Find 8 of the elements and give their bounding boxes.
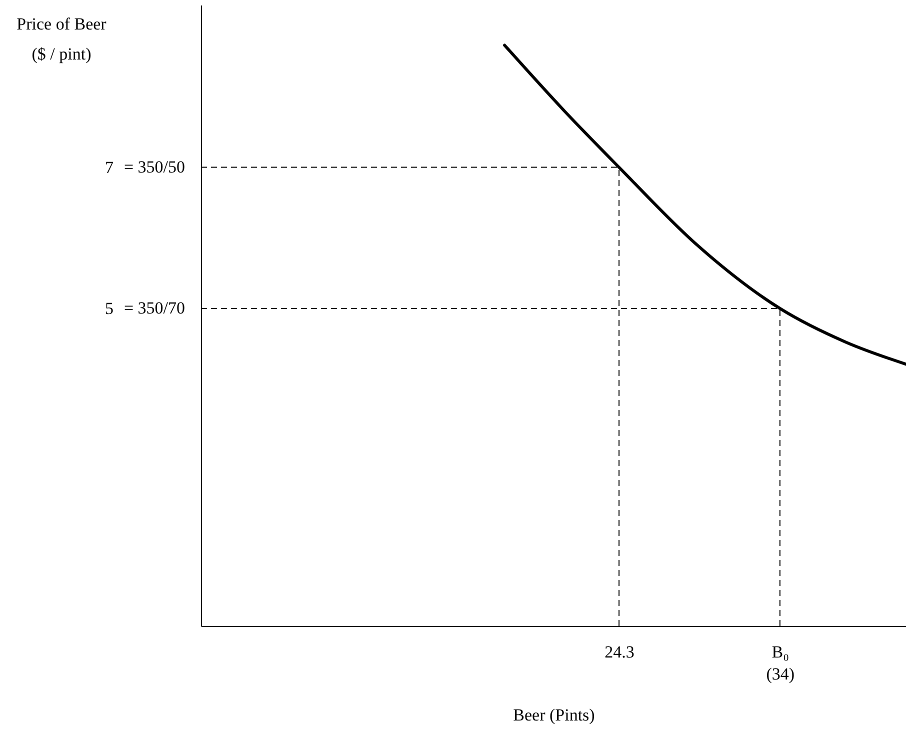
text: = 350/50: [124, 157, 185, 176]
x-tick-label: B₀ (34): [766, 642, 795, 684]
y-tick-label: 5: [105, 298, 114, 318]
y-axis-title: Price of Beer ($ / pint): [16, 14, 107, 64]
x-axis-title: Beer (Pints): [513, 706, 595, 724]
text: = 350/70: [124, 298, 185, 318]
y-tick-label: 7: [105, 158, 114, 177]
x-tick-label: 24.3: [604, 642, 634, 662]
